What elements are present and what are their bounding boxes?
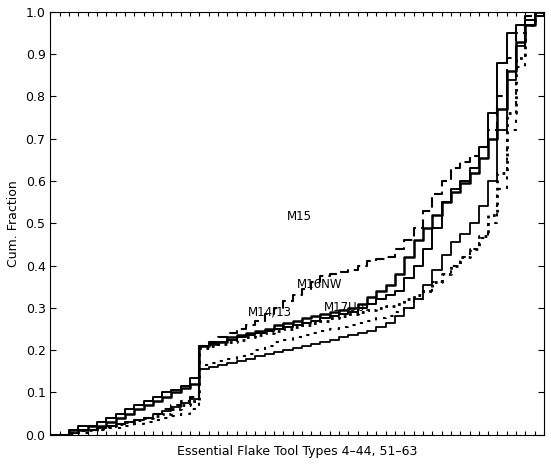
Text: M17Up: M17Up: [325, 301, 365, 314]
X-axis label: Essential Flake Tool Types 4–44, 51–63: Essential Flake Tool Types 4–44, 51–63: [177, 445, 418, 458]
Text: M15: M15: [287, 210, 312, 223]
Y-axis label: Cum. Fraction: Cum. Fraction: [7, 180, 20, 266]
Text: M16NW: M16NW: [297, 278, 343, 291]
Text: M14/13: M14/13: [248, 306, 292, 319]
